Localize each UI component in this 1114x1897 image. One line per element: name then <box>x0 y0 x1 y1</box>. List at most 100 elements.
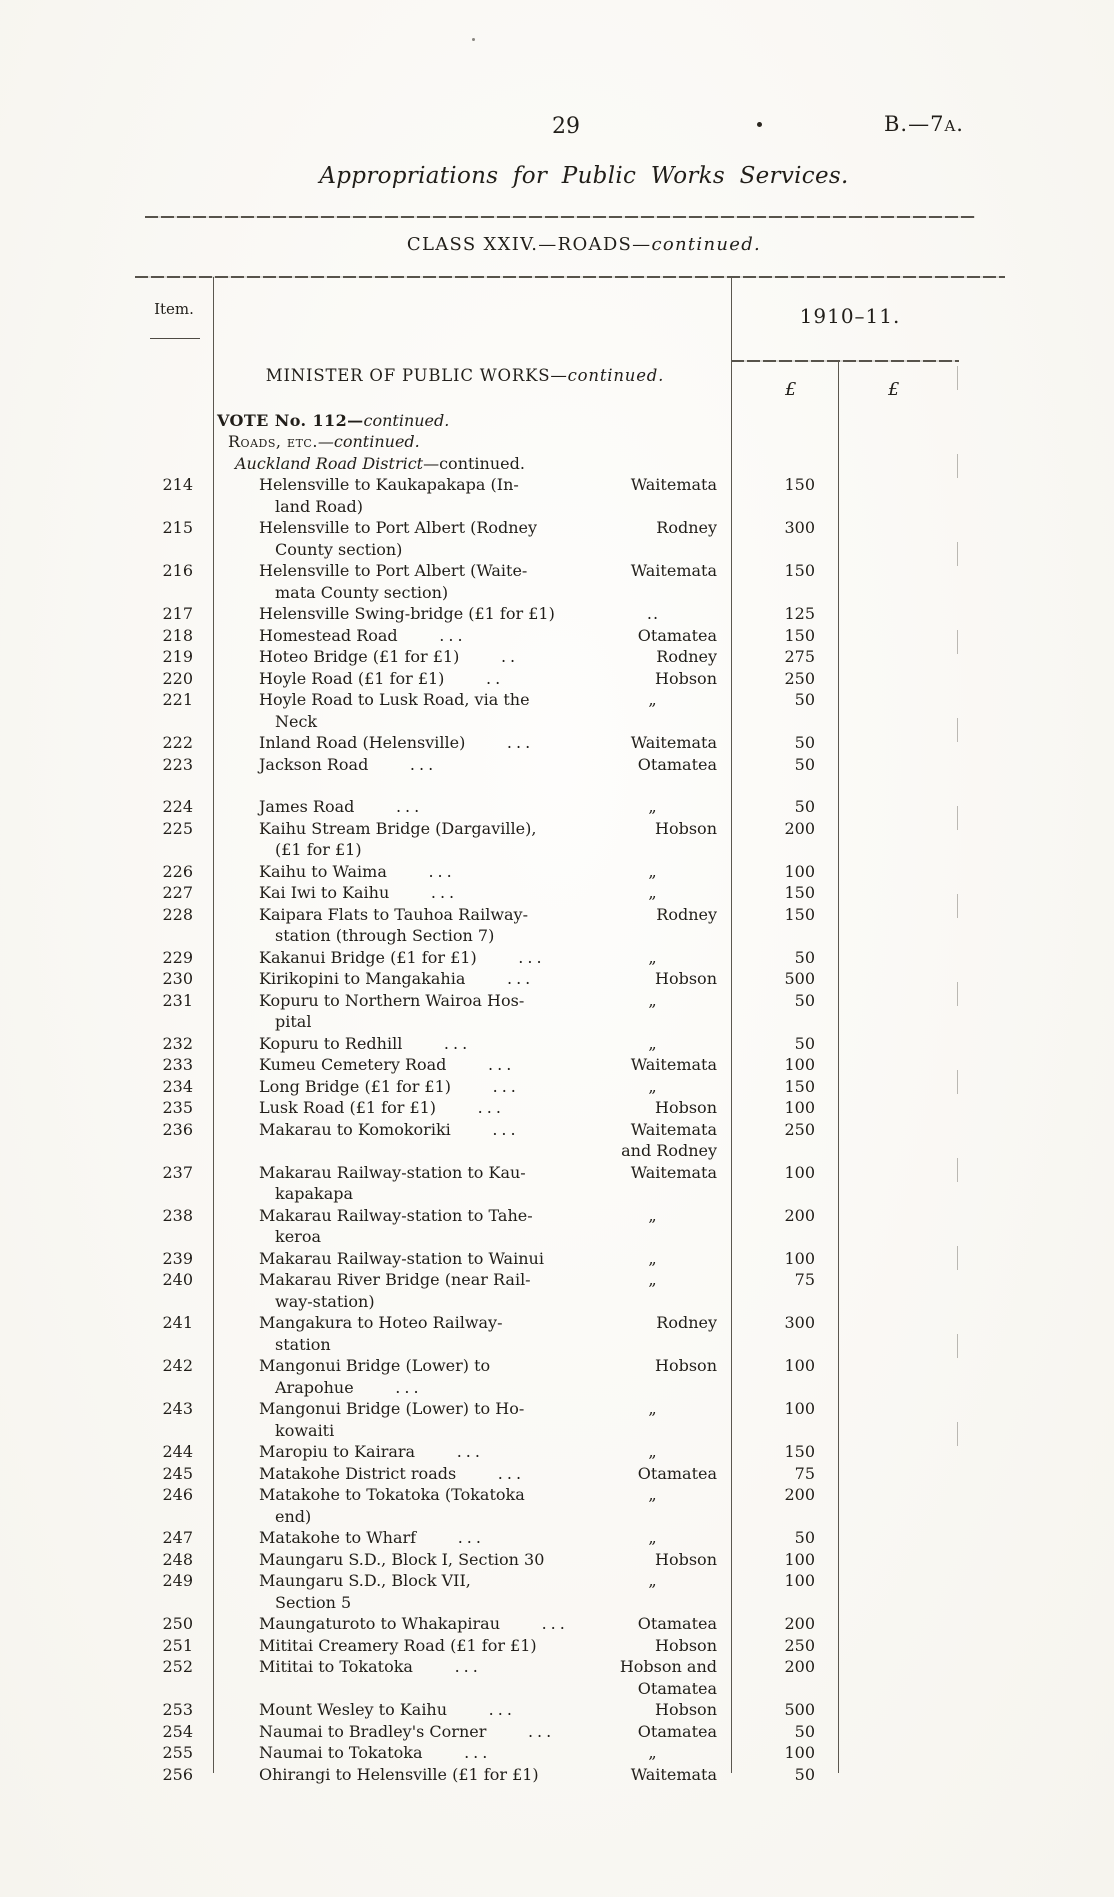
district: „ <box>648 1399 658 1418</box>
table-row: 237 Makarau Railway-station to Kau- kapak… <box>135 1162 839 1205</box>
particulars: Mount Wesley to Kaihu... <box>259 1699 617 1721</box>
leader-dots: ... <box>456 1442 484 1461</box>
particulars: Matakohe to Tokatoka (Tokatoka end) <box>259 1484 617 1527</box>
amount-1910-11: 50 <box>794 690 815 709</box>
district: „ <box>648 1485 658 1504</box>
leader-dots: ... <box>541 1614 569 1633</box>
leader-dots: ... <box>488 1055 516 1074</box>
particulars: Mangonui Bridge (Lower) to Arapohue... <box>259 1355 617 1398</box>
table-row: 228 Kaipara Flats to Tauhoa Railway- stat… <box>135 904 839 947</box>
particulars: Mangonui Bridge (Lower) to Ho- kowaiti <box>259 1398 617 1441</box>
item-number: 232 <box>162 1033 193 1053</box>
particulars: Maungaru S.D., Block I, Section 30 <box>259 1549 617 1571</box>
district: „ <box>648 861 658 881</box>
particulars-text: Naumai to Tokatoka <box>259 1743 423 1762</box>
year-column-header: 1910–11. <box>799 304 901 328</box>
district: „ <box>648 1033 658 1053</box>
particulars: James Road... <box>259 796 617 818</box>
particulars-text: Hoyle Road (£1 for £1) <box>259 668 445 688</box>
amount-1910-11: 500 <box>784 1700 815 1719</box>
amount-1910-11: 50 <box>794 1764 815 1784</box>
amount-1910-11: 100 <box>784 1571 815 1590</box>
item-number: 246 <box>162 1485 193 1504</box>
item-number: 225 <box>162 818 193 838</box>
particulars-text: Mangonui Bridge (Lower) to Ho- kowaiti <box>259 1399 525 1440</box>
particulars: Ohirangi to Helensville (£1 for £1) <box>259 1764 617 1786</box>
item-number: 229 <box>162 947 193 967</box>
item-number: 251 <box>162 1635 193 1655</box>
particulars-text: Kumeu Cemetery Road <box>259 1055 447 1074</box>
item-number: 218 <box>162 625 193 645</box>
particulars: Long Bridge (£1 for £1)... <box>259 1076 617 1098</box>
table-row: 247 Matakohe to Wharf... „ 50 <box>135 1527 839 1549</box>
amount-1910-11: 50 <box>794 947 815 967</box>
leader-dots: ... <box>488 1700 516 1719</box>
district: Hobson <box>655 1098 717 1117</box>
particulars: Hoteo Bridge (£1 for £1).. <box>259 646 617 668</box>
amount-1910-11: 250 <box>784 1635 815 1655</box>
district: Hobson <box>655 1356 717 1375</box>
particulars: Kakanui Bridge (£1 for £1)... <box>259 947 617 969</box>
year-header-rule <box>731 360 959 362</box>
item-number: 221 <box>162 690 193 709</box>
item-number: 245 <box>162 1463 193 1483</box>
leader-dots: ... <box>409 754 438 774</box>
leader-dots: ... <box>395 1377 423 1397</box>
particulars: Kai Iwi to Kaihu... <box>259 882 617 904</box>
amount-1910-11: 300 <box>784 1313 815 1332</box>
leader-dots: ... <box>428 861 456 881</box>
leader-dots: ... <box>439 625 467 645</box>
class-heading-main: CLASS XXIV.—ROADS— <box>406 234 652 255</box>
district: „ <box>648 1205 658 1225</box>
amount-1910-11: 200 <box>784 818 815 838</box>
item-number: 255 <box>162 1743 193 1762</box>
table-row: 235 Lusk Road (£1 for £1)... Hobson 100 <box>135 1097 839 1119</box>
district-group-heading-main: Auckland Road District <box>235 453 424 473</box>
class-heading-continued: continued. <box>651 234 762 255</box>
particulars-text: Kakanui Bridge (£1 for £1) <box>259 947 477 967</box>
district: Rodney <box>656 518 717 537</box>
item-number: 241 <box>162 1313 193 1332</box>
particulars: Maropiu to Kairara... <box>259 1441 617 1463</box>
leader-dots: ... <box>430 883 459 902</box>
leader-dots: ... <box>492 1076 520 1096</box>
district: Rodney <box>656 904 717 924</box>
item-number: 220 <box>162 668 193 688</box>
amount-1910-11: 100 <box>784 1248 815 1268</box>
district: „ <box>648 1076 658 1096</box>
particulars-text: Maungaru S.D., Block I, Section 30 <box>259 1549 545 1569</box>
district: Otamatea <box>637 754 717 774</box>
roads-heading-main: Roads, etc. <box>228 432 318 451</box>
particulars: Matakohe to Wharf... <box>259 1527 617 1549</box>
district: Waitemata <box>630 1055 717 1074</box>
ink-speck <box>472 38 475 41</box>
particulars-text: Maungaturoto to Whakapirau <box>259 1614 500 1633</box>
amount-1910-11: 200 <box>784 1485 815 1504</box>
table-row: 255 Naumai to Tokatoka... „ 100 <box>135 1742 839 1764</box>
district: „ <box>648 1743 658 1762</box>
amount-1910-11: 200 <box>784 1205 815 1225</box>
amount-1910-11: 275 <box>784 647 815 666</box>
particulars: Kopuru to Redhill... <box>259 1033 617 1055</box>
district: Hobson <box>655 818 717 838</box>
item-number: 250 <box>162 1614 193 1633</box>
amount-1910-11: 100 <box>784 1055 815 1074</box>
page-number: 29 <box>552 114 580 139</box>
district: Waitemata and Rodney <box>621 1119 717 1161</box>
amount-1910-11: 150 <box>784 625 815 645</box>
table-row: 248 Maungaru S.D., Block I, Section 30 Hob… <box>135 1549 839 1571</box>
district: Rodney <box>656 1313 717 1332</box>
minister-heading-main: MINISTER OF PUBLIC WORKS— <box>265 366 568 385</box>
item-number: 227 <box>162 883 193 902</box>
table-row: 231 Kopuru to Northern Wairoa Hos- pital „… <box>135 990 839 1033</box>
item-number: 235 <box>162 1098 193 1117</box>
district: Hobson <box>655 668 717 688</box>
table-row: 226 Kaihu to Waima... „ 100 <box>135 861 839 883</box>
item-number: 240 <box>162 1270 193 1289</box>
item-number: 254 <box>162 1721 193 1741</box>
table-row: 232 Kopuru to Redhill... „ 50 <box>135 1033 839 1055</box>
table-row: 233 Kumeu Cemetery Road... Waitemata 100 <box>135 1054 839 1076</box>
item-number: 237 <box>162 1162 193 1182</box>
particulars: Kaihu to Waima... <box>259 861 617 883</box>
